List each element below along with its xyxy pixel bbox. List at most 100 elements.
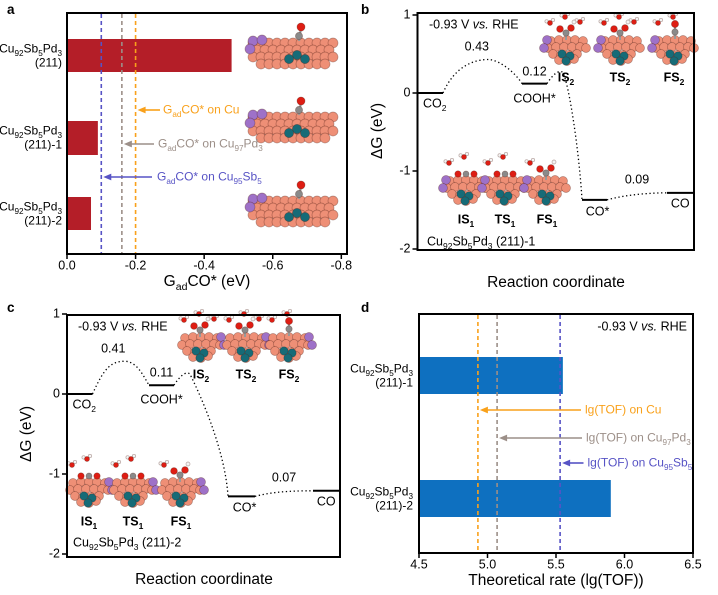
atom [195,353,205,363]
molecule-inset-b-top-2 [647,11,699,66]
atom [547,164,555,172]
atom [634,16,640,22]
atom [292,124,302,134]
panel-b [412,11,699,251]
atom [669,56,679,66]
atom [235,322,243,330]
bar-Cu92Sb5Pd3 (211)-2 [420,480,611,517]
atom [205,316,211,322]
atom [319,58,331,70]
atom [256,192,268,204]
atom [561,56,571,66]
legend-arrow-1-head [123,140,132,148]
atom [175,498,185,508]
legend-arrow-0-head [137,106,146,114]
desorption-curve [606,192,668,201]
barrier-curve-1 [91,360,150,395]
atom [480,175,490,185]
molecule-inset-c-bottom-2 [157,459,209,508]
atom [556,25,564,33]
atom [493,170,501,178]
atom [519,183,529,193]
atom [85,472,93,480]
atom [185,461,191,467]
atom [292,208,302,218]
molecule-inset-b-bottom-2 [519,157,571,206]
atom [256,34,268,46]
atom [116,459,122,465]
atom [79,491,89,501]
atom [327,125,339,137]
atom [211,316,217,322]
molecule-inset-a-1 [244,96,339,144]
atom [485,160,491,166]
atom [181,317,187,323]
atom [611,49,621,59]
atom [137,472,145,480]
atom [246,321,254,329]
atom [256,108,268,120]
legend-arrow-1-head [499,434,508,442]
atom [244,201,256,213]
atom [610,25,618,33]
panel-c [62,308,341,558]
atom [191,346,201,356]
atom [665,49,675,59]
molecule-inset-b-top-1 [593,11,645,66]
panel-d-frame [418,313,694,554]
atom [461,154,467,160]
atom [500,154,506,160]
atom [647,43,657,53]
atom [296,22,306,32]
molecule-inset-c-top-1 [222,308,274,363]
atom [199,308,205,314]
atom [307,340,317,350]
atom [593,43,603,53]
atom [304,332,314,342]
atom [244,308,250,314]
molecule-inset-b-top-0 [539,11,591,66]
atom [269,317,275,323]
atom [616,29,624,37]
atom [454,170,462,178]
atom [539,43,549,53]
bar-Cu92Sb5Pd3 (211)-1 [68,121,98,155]
atom [170,467,178,475]
atom [72,459,78,465]
atom [296,96,306,106]
atom [655,20,661,26]
atom [69,462,75,468]
atom [601,20,607,26]
molecule-inset-a-2 [244,180,339,228]
atom [287,308,293,314]
legend-arrow-0-head [479,406,488,414]
atom [562,14,568,20]
atom [285,325,293,333]
atom [464,151,470,157]
atom [216,332,226,342]
atom [604,17,610,23]
atom [171,491,181,501]
atom [129,472,137,480]
atom [577,19,583,25]
bar-Cu92Sb5Pd3 (211)-2 [68,197,92,230]
atom [77,472,85,480]
atom [670,14,676,20]
atom [83,498,93,508]
atom [501,170,509,178]
atom [327,209,339,221]
atom [284,128,294,138]
atom [244,117,256,129]
atom [244,43,256,55]
atom [199,485,209,495]
atom [441,175,451,185]
bar-Cu92Sb5Pd3 (211) [68,39,232,72]
atom [285,317,293,325]
atom [671,20,679,28]
atom [541,196,551,206]
atom [547,20,553,26]
atom [250,316,256,322]
atom [104,477,114,487]
atom [295,106,303,114]
atom [319,216,331,228]
